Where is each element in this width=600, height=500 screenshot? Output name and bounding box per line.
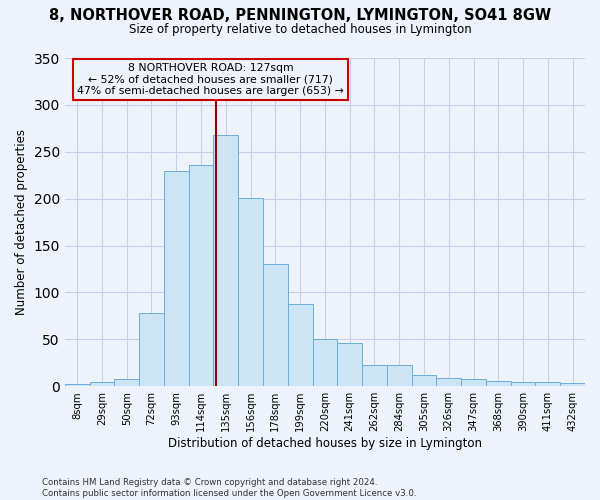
- Bar: [139, 313, 164, 386]
- Bar: [65, 384, 89, 386]
- Bar: [560, 384, 585, 386]
- Bar: [313, 340, 337, 386]
- Bar: [115, 378, 139, 386]
- Y-axis label: Number of detached properties: Number of detached properties: [15, 129, 28, 315]
- Text: 8 NORTHOVER ROAD: 127sqm
← 52% of detached houses are smaller (717)
47% of semi-: 8 NORTHOVER ROAD: 127sqm ← 52% of detach…: [77, 63, 344, 96]
- Bar: [288, 304, 313, 386]
- Text: 8, NORTHOVER ROAD, PENNINGTON, LYMINGTON, SO41 8GW: 8, NORTHOVER ROAD, PENNINGTON, LYMINGTON…: [49, 8, 551, 22]
- Bar: [164, 172, 188, 386]
- Bar: [89, 382, 115, 386]
- Bar: [238, 198, 263, 386]
- Text: Contains HM Land Registry data © Crown copyright and database right 2024.
Contai: Contains HM Land Registry data © Crown c…: [42, 478, 416, 498]
- Bar: [263, 264, 288, 386]
- Bar: [511, 382, 535, 386]
- Bar: [188, 165, 214, 386]
- Bar: [535, 382, 560, 386]
- Bar: [412, 375, 436, 386]
- Bar: [461, 378, 486, 386]
- Bar: [436, 378, 461, 386]
- Bar: [337, 343, 362, 386]
- Bar: [214, 135, 238, 386]
- X-axis label: Distribution of detached houses by size in Lymington: Distribution of detached houses by size …: [168, 437, 482, 450]
- Text: Size of property relative to detached houses in Lymington: Size of property relative to detached ho…: [128, 22, 472, 36]
- Bar: [486, 380, 511, 386]
- Bar: [387, 364, 412, 386]
- Bar: [362, 364, 387, 386]
